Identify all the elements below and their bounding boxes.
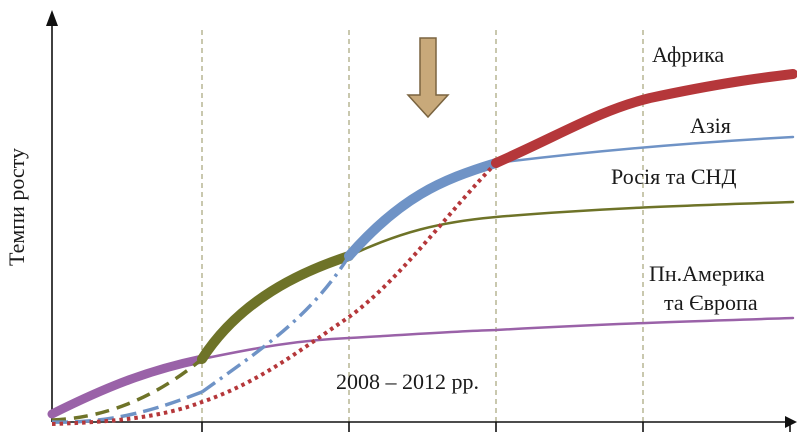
y-axis-arrow-icon bbox=[46, 10, 58, 26]
series-lines bbox=[47, 69, 797, 426]
series-cis-emphasis bbox=[197, 251, 354, 364]
series-africa-early bbox=[51, 161, 498, 426]
series-asia-emphasis bbox=[344, 158, 501, 261]
y-axis-label: Темпи росту bbox=[4, 148, 29, 266]
legend-label-cis: Росія та СНД bbox=[611, 164, 736, 189]
series-africa-emphasis bbox=[491, 69, 797, 168]
x-axis-arrow-icon bbox=[785, 416, 797, 428]
legend-label-na-europe-line1: Пн.Америка bbox=[649, 261, 765, 286]
legend-label-asia: Азія bbox=[690, 113, 731, 138]
series-na-europe-emphasis bbox=[47, 354, 207, 419]
legend-label-na-europe-line2: та Європа bbox=[664, 290, 758, 315]
period-label: 2008 – 2012 рр. bbox=[336, 369, 479, 394]
series-cis-early bbox=[51, 357, 204, 422]
legend-label-africa: Африка bbox=[652, 42, 724, 67]
series-cis-line bbox=[347, 200, 795, 258]
series-asia-middle bbox=[200, 255, 351, 394]
axes bbox=[46, 10, 797, 432]
series-asia-early bbox=[51, 390, 203, 424]
series-asia-line bbox=[494, 135, 795, 165]
period-arrow-icon bbox=[406, 37, 450, 119]
